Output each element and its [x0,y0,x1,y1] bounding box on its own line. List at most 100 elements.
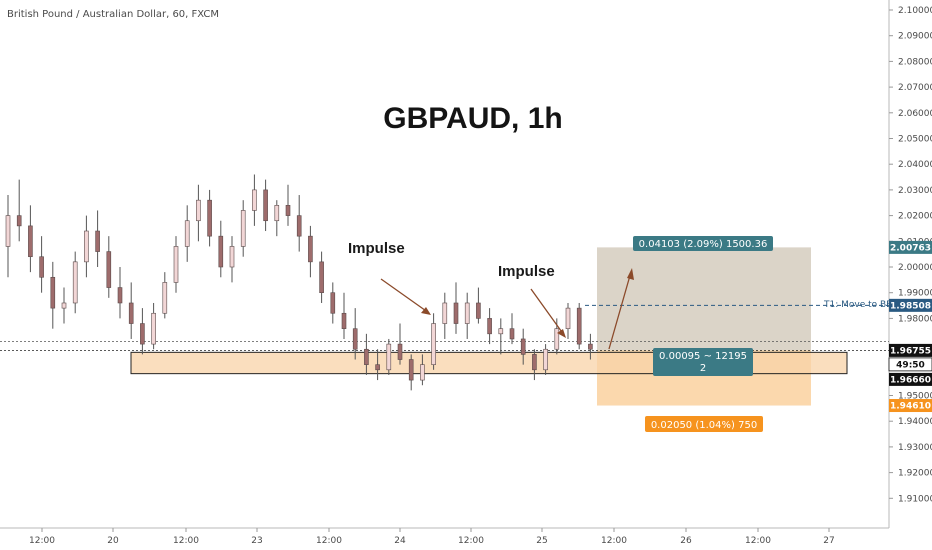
candle[interactable] [330,282,336,324]
impulse-label-1[interactable]: Impulse [348,240,405,257]
candle-body [487,318,492,335]
candle-body [207,199,212,237]
time-tick-label: 12:00 [29,536,55,546]
candle[interactable] [308,225,313,278]
price-axis[interactable]: 2.10000 2.09000 2.08000 2.07000 2.06000 2.050… [889,6,932,504]
candle[interactable] [532,349,537,381]
price-tick-label: 1.91000 [898,494,932,504]
candle[interactable] [39,236,44,293]
candle[interactable] [442,292,448,339]
projection-arrow[interactable] [608,271,632,350]
svg-text:1.98508: 1.98508 [890,301,931,311]
candle[interactable] [240,200,246,257]
candle-body [274,205,280,222]
candle[interactable] [565,302,571,339]
impulse-arrow-2[interactable] [530,288,565,336]
candle-body [151,312,156,345]
candle-body [196,199,201,222]
candle[interactable] [543,344,548,375]
candle[interactable] [487,308,492,345]
candle[interactable] [364,333,369,375]
price-tick-label: 2.05000 [898,135,932,145]
candles[interactable] [5,174,593,391]
svg-text:49:50: 49:50 [896,360,925,370]
candle[interactable] [162,272,168,319]
candle-body [5,215,11,247]
candle[interactable] [341,292,347,339]
candle-body [532,354,537,371]
impulse-label-2[interactable]: Impulse [498,263,555,280]
candle[interactable] [72,251,78,314]
price-tick-label: 1.93000 [898,443,932,453]
candle-body [509,328,515,340]
target-zone[interactable] [597,247,811,351]
candle[interactable] [140,308,145,355]
candle[interactable] [375,349,380,381]
candle[interactable] [5,195,11,278]
candle[interactable] [498,318,504,355]
candle[interactable] [95,210,100,267]
candle[interactable] [319,251,324,303]
candle[interactable] [576,302,582,350]
candle[interactable] [16,179,22,242]
candle[interactable] [274,200,280,237]
candle[interactable] [184,205,190,262]
time-axis[interactable]: 12:00 20 12:00 23 12:00 24 12:00 25 12:00 26 12:00… [29,528,835,546]
candle-body [330,292,336,314]
candle[interactable] [588,333,593,360]
candle-body [543,348,548,371]
time-tick-label: 12:00 [316,536,342,546]
candle-body [464,302,470,324]
candle[interactable] [263,179,268,232]
candle[interactable] [476,287,481,324]
candle[interactable] [453,282,459,334]
candle[interactable] [173,236,179,293]
candle[interactable] [196,184,201,242]
candle[interactable] [420,354,425,386]
svg-text:2.00763: 2.00763 [890,243,931,253]
target-label-box[interactable] [633,236,773,251]
candle[interactable] [296,195,302,252]
candle[interactable] [207,189,212,247]
candle[interactable] [352,308,358,360]
candle[interactable] [464,292,470,339]
candle-body [296,215,302,237]
time-tick-label: 20 [107,536,119,546]
candle[interactable] [218,220,224,278]
price-tick-label: 2.02000 [898,212,932,222]
candle[interactable] [408,354,414,391]
candle[interactable] [397,323,403,365]
candle[interactable] [106,236,112,298]
candle[interactable] [252,174,257,226]
time-tick-label: 12:00 [745,536,771,546]
stop-label-box[interactable] [645,416,763,432]
candle[interactable] [128,282,134,339]
candle[interactable] [28,205,33,273]
candle-body [352,328,358,350]
candle-body [16,215,22,227]
candle-body [565,307,571,329]
candle[interactable] [151,302,156,350]
candle-body [520,338,526,355]
candle[interactable] [50,261,56,329]
candle-body [397,343,403,360]
candle[interactable] [520,328,526,365]
position-info-line2: 2 [700,363,706,374]
position-info-box[interactable] [653,348,753,376]
candle[interactable] [285,184,291,226]
candle[interactable] [84,215,89,278]
candle-body [375,364,380,371]
candle[interactable] [229,236,235,283]
candle[interactable] [431,313,436,370]
impulse-arrow-1[interactable] [380,278,430,314]
candle[interactable] [61,287,67,324]
price-tick-label: 1.94000 [898,417,932,427]
svg-text:1.96660: 1.96660 [890,375,931,385]
price-tick-label: 2.00000 [898,263,932,273]
candle[interactable] [117,267,123,319]
candle-body [319,261,324,293]
candle[interactable] [386,338,392,375]
candle[interactable] [509,313,515,345]
